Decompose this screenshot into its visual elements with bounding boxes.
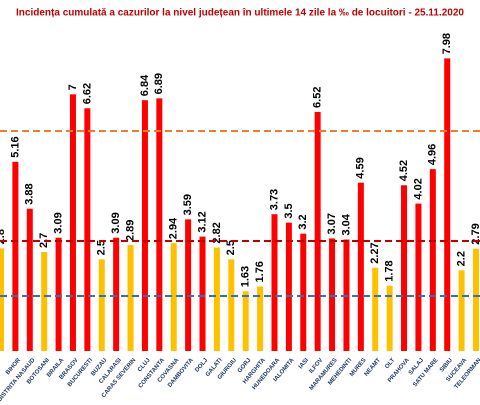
bar xyxy=(314,111,321,351)
value-label: 2.79 xyxy=(470,223,480,244)
bar xyxy=(357,182,364,351)
value-label: 7.98 xyxy=(441,33,453,54)
value-label: 2.27 xyxy=(369,242,381,263)
value-label: 3.04 xyxy=(340,213,352,235)
chart-title: Incidența cumulată a cazurilor la nivel … xyxy=(16,8,464,19)
value-label: 2.89 xyxy=(124,220,136,241)
value-label: 6.89 xyxy=(153,73,165,94)
bar xyxy=(300,233,307,351)
bar xyxy=(0,248,4,351)
x-tick-label: OLT xyxy=(384,357,396,370)
bar xyxy=(473,248,479,351)
bar xyxy=(12,161,19,351)
bar xyxy=(458,270,465,351)
value-label: 2.94 xyxy=(168,217,180,239)
value-label: 4.96 xyxy=(427,144,439,165)
value-label: 3.09 xyxy=(52,212,64,233)
x-tick-label: IASI xyxy=(298,357,310,370)
bar xyxy=(271,214,278,351)
value-label: 3.5 xyxy=(283,203,295,218)
value-label: 4.52 xyxy=(398,160,410,181)
bar xyxy=(199,236,206,351)
value-label: 3.73 xyxy=(268,189,280,210)
value-label: 3.2 xyxy=(297,214,309,229)
bar xyxy=(84,108,91,352)
bar xyxy=(98,259,105,351)
bar xyxy=(113,237,120,351)
value-label: 3.07 xyxy=(326,213,338,234)
value-label: 1.76 xyxy=(254,261,266,282)
value-label: 2.5 xyxy=(225,240,237,255)
bar xyxy=(242,291,249,351)
value-label: 2.5 xyxy=(96,240,108,255)
bar xyxy=(444,58,451,352)
value-label: 2.8 xyxy=(0,229,7,244)
bar xyxy=(372,267,379,351)
value-label: 6.84 xyxy=(139,74,151,96)
value-label: 3.88 xyxy=(24,183,36,204)
bar xyxy=(285,222,292,351)
bar xyxy=(329,238,336,351)
value-label: 1.78 xyxy=(384,260,396,281)
bar xyxy=(429,169,436,351)
bar xyxy=(141,100,148,351)
bar xyxy=(26,208,33,351)
bar xyxy=(69,94,76,351)
value-label: 2.82 xyxy=(211,222,223,243)
value-label: 1.63 xyxy=(240,266,252,287)
bar xyxy=(185,219,192,351)
bar xyxy=(401,185,408,351)
value-label: 3.12 xyxy=(196,211,208,232)
bar xyxy=(386,285,393,351)
bar xyxy=(170,243,177,351)
value-label: 4.59 xyxy=(355,157,367,178)
value-label: 2.2 xyxy=(456,251,468,266)
value-label: 6.52 xyxy=(312,87,324,108)
value-label: 3.59 xyxy=(182,194,194,215)
bar xyxy=(156,98,163,351)
value-label: 5.16 xyxy=(9,136,21,157)
x-tick-label: NEAMT xyxy=(364,357,383,377)
value-label: 7 xyxy=(67,84,79,90)
bar xyxy=(213,247,220,351)
value-label: 3.09 xyxy=(110,212,122,233)
bar xyxy=(257,286,264,351)
bar xyxy=(41,252,48,351)
bar xyxy=(55,237,62,351)
bar xyxy=(127,245,134,351)
value-label: 4.02 xyxy=(412,178,424,199)
bar xyxy=(415,203,422,351)
value-label: 6.62 xyxy=(81,83,93,104)
bar xyxy=(228,259,235,351)
